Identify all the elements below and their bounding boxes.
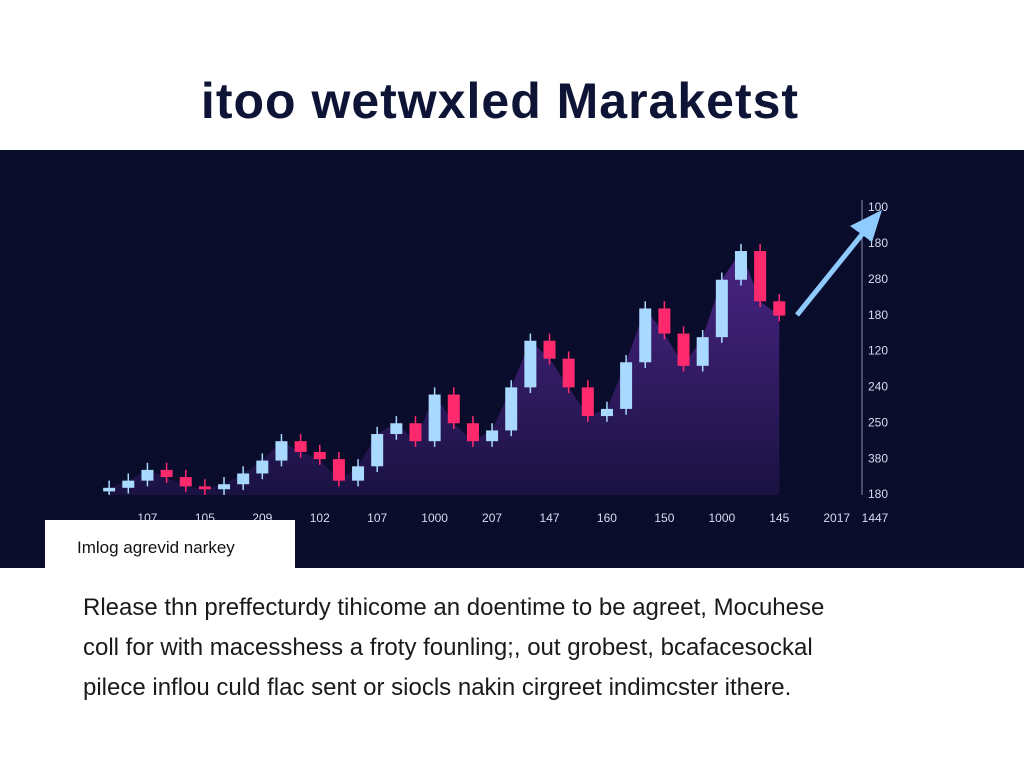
paragraph-line: coll for with macesshess a froty founlin…	[83, 634, 813, 661]
candle-body	[313, 451, 326, 460]
x-tick-label: 145	[769, 511, 789, 525]
candle-body	[447, 394, 460, 424]
candle-body	[486, 430, 499, 442]
candle-body	[466, 423, 479, 442]
candle-body	[696, 337, 709, 366]
x-tick-label: 107	[367, 511, 387, 525]
candle-body	[390, 423, 403, 435]
x-tick-label: 2017	[823, 511, 850, 525]
caption-box: Imlog agrevid narkey	[45, 520, 295, 568]
x-tick-label: 102	[310, 511, 330, 525]
area	[109, 251, 780, 495]
candle-body	[141, 469, 154, 481]
chart-panel: 180 380 250 240 120 180 280 180 100 107 105 209 102 1…	[0, 150, 1024, 568]
candle-body	[160, 469, 173, 478]
x-tick-label: 1447	[862, 511, 889, 525]
candle-body	[754, 251, 767, 302]
candle-body	[218, 484, 231, 490]
candle-body	[677, 333, 690, 366]
candle-body	[122, 480, 135, 488]
arrow-head	[850, 210, 882, 242]
candle-body	[428, 394, 441, 442]
candle-body	[581, 387, 594, 417]
candle-body	[371, 434, 384, 467]
y-tick-label: 180	[868, 236, 888, 250]
candle-body	[256, 460, 269, 474]
candle-body	[275, 441, 288, 461]
candle-body	[620, 362, 633, 409]
title: itoo wetwxled Maraketst	[200, 73, 800, 129]
candle-body	[237, 473, 250, 485]
candle-body	[639, 308, 652, 363]
y-tick-label: 180	[868, 308, 888, 322]
candle-body	[409, 423, 422, 442]
trend-arrow	[795, 220, 874, 317]
x-tick-label: 147	[539, 511, 559, 525]
candle-body	[773, 301, 786, 316]
candle-body	[562, 358, 575, 388]
candle-body	[198, 486, 211, 490]
x-tick-label: 1000	[708, 511, 735, 525]
x-tick-label: 160	[597, 511, 617, 525]
y-tick-label: 240	[868, 380, 888, 394]
candle-body	[524, 340, 537, 388]
x-tick-label: 1000	[421, 511, 448, 525]
candle-body	[294, 441, 307, 452]
candle-body	[543, 340, 556, 359]
y-tick-label: 280	[868, 272, 888, 286]
candle-body	[103, 487, 116, 492]
y-tick-label: 380	[868, 451, 888, 465]
y-tick-label: 180	[868, 487, 888, 501]
candle-body	[658, 308, 671, 334]
y-tick-label: 100	[868, 200, 888, 214]
candle-body	[332, 459, 345, 481]
paragraph-line: Rlease thn preffecturdy tihicome an doen…	[83, 594, 825, 621]
candle-body	[505, 387, 518, 431]
y-tick-label: 250	[868, 415, 888, 429]
x-tick-label: 150	[654, 511, 674, 525]
candle-body	[715, 279, 728, 338]
candle-body	[352, 466, 365, 481]
y-tick-label: 120	[868, 344, 888, 358]
candle-body	[734, 251, 747, 280]
x-tick-label: 207	[482, 511, 502, 525]
paragraph-line: pilece inflou culd flac sent or siocls n…	[83, 674, 792, 701]
candle-body	[179, 477, 192, 487]
candle-body	[600, 408, 613, 417]
